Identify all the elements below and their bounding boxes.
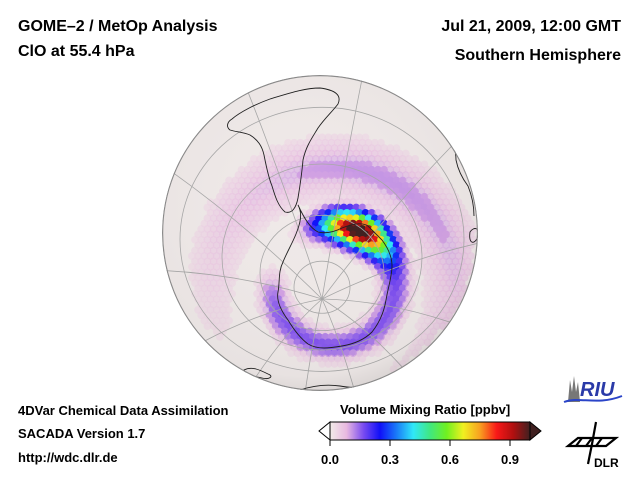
- dlr-logo: DLR: [564, 421, 620, 470]
- colorbar-tick-label: 0.9: [500, 452, 520, 467]
- footer-url[interactable]: http://wdc.dlr.de: [18, 450, 118, 465]
- species-level-label: ClO at 55.4 hPa: [18, 43, 135, 60]
- region-label: Southern Hemisphere: [454, 47, 621, 64]
- globe-outline: [162, 75, 478, 391]
- cathedral-icon: [568, 376, 580, 402]
- riu-logo: RIU: [563, 376, 623, 403]
- globe-map: [162, 75, 478, 391]
- colorbar-gradient: [329, 421, 531, 441]
- colorbar-tick-label: 0.0: [320, 452, 340, 467]
- colorbar: [318, 420, 542, 446]
- colorbar-min-extend: [318, 420, 331, 442]
- globe-container: [162, 75, 478, 391]
- map-title: GOME–2 / MetOp Analysis: [18, 18, 218, 35]
- dlr-emblem-icon: [564, 421, 620, 465]
- dlr-text: DLR: [594, 456, 619, 470]
- river-icon: [563, 395, 623, 403]
- riu-text: RIU: [580, 379, 615, 401]
- footer-method: 4DVar Chemical Data Assimilation: [18, 403, 229, 418]
- colorbar-tick-label: 0.6: [440, 452, 460, 467]
- globe-shading: [162, 75, 478, 391]
- colorbar-max-extend: [529, 420, 542, 442]
- datetime-label: Jul 21, 2009, 12:00 GMT: [441, 18, 621, 35]
- footer-version: SACADA Version 1.7: [18, 426, 146, 441]
- colorbar-title: Volume Mixing Ratio [ppbv]: [340, 402, 511, 417]
- colorbar-tick-label: 0.3: [380, 452, 400, 467]
